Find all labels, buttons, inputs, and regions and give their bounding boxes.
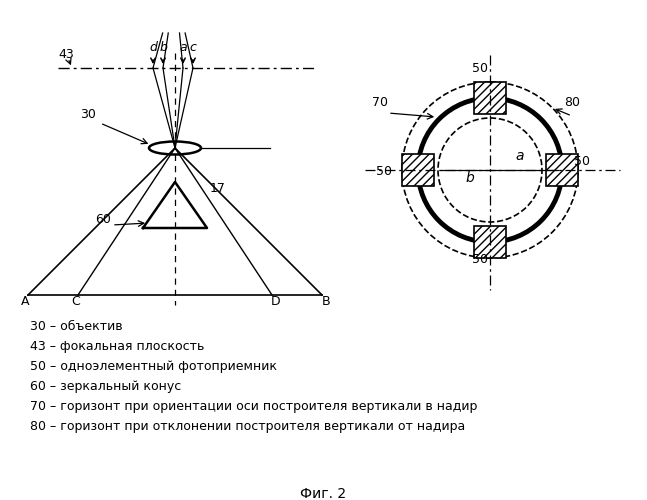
Text: b: b (159, 41, 167, 54)
Text: 80: 80 (564, 96, 580, 109)
Text: D: D (271, 295, 281, 308)
Text: 60 – зеркальный конус: 60 – зеркальный конус (30, 380, 181, 393)
Text: 50: 50 (472, 62, 488, 75)
Bar (474, 226, 506, 258)
Text: c: c (190, 41, 197, 54)
Text: d: d (149, 41, 157, 54)
Text: b: b (466, 171, 474, 185)
Text: 30: 30 (80, 108, 96, 121)
Text: a: a (516, 149, 524, 163)
Text: 43: 43 (58, 48, 74, 62)
Text: 30 – объектив: 30 – объектив (30, 320, 123, 333)
Text: 70 – горизонт при ориентации оси построителя вертикали в надир: 70 – горизонт при ориентации оси построи… (30, 400, 477, 413)
Text: 50: 50 (472, 253, 488, 266)
Text: a: a (179, 41, 187, 54)
Text: 70: 70 (372, 96, 388, 109)
Text: A: A (21, 295, 29, 308)
Text: B: B (322, 295, 331, 308)
Text: 50 – одноэлементный фотоприемник: 50 – одноэлементный фотоприемник (30, 360, 277, 373)
Text: Фиг. 2: Фиг. 2 (300, 487, 346, 500)
Text: 50: 50 (574, 155, 590, 168)
Text: 43 – фокальная плоскость: 43 – фокальная плоскость (30, 340, 204, 353)
Text: C: C (72, 295, 80, 308)
Text: 50: 50 (376, 165, 392, 178)
Bar (474, 82, 506, 114)
Text: 80 – горизонт при отклонении построителя вертикали от надира: 80 – горизонт при отклонении построителя… (30, 420, 465, 433)
Text: 60: 60 (95, 213, 111, 226)
Bar (402, 154, 434, 186)
Text: 17: 17 (210, 182, 226, 195)
Bar (546, 154, 578, 186)
